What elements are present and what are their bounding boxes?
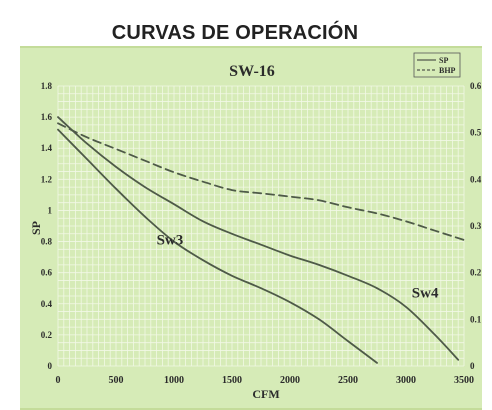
series-line-sw3	[57, 128, 378, 364]
x-tick-label: 2500	[338, 375, 358, 386]
y-axis-label: SP	[29, 221, 43, 235]
chart-heading: CURVAS DE OPERACIÓN	[111, 22, 359, 44]
series-line-bhp	[57, 122, 465, 241]
grid-lines	[57, 85, 465, 367]
y-tick-label: 0.4	[41, 299, 53, 309]
y-tick-label: 1.4	[41, 143, 53, 153]
y2-tick-label: 0.5	[470, 128, 482, 138]
y-tick-label: 1.8	[41, 81, 53, 91]
x-tick-label: 2000	[280, 375, 300, 386]
x-tick-label: 1500	[222, 375, 242, 386]
series-lines	[57, 116, 465, 364]
curve-labels: Sw3 Sw4	[157, 233, 439, 302]
y2-tick-label: 0.3	[470, 221, 482, 231]
x-tick-label: 1000	[164, 375, 184, 386]
y-tick-label: 0	[48, 361, 53, 371]
y-tick-label: 0.8	[41, 237, 53, 247]
x-tick-label: 3500	[454, 375, 474, 386]
y2-tick-label: 0	[470, 361, 475, 371]
y2-tick-label: 0.4	[470, 174, 482, 184]
legend-box	[413, 52, 461, 78]
curve-label-sw3: Sw3	[157, 233, 184, 249]
y2-tick-label: 0.1	[470, 314, 482, 324]
x-tick-label: 3000	[396, 375, 416, 386]
x-tick-label: 500	[109, 375, 124, 386]
y-tick-label: 1.2	[41, 174, 53, 184]
x-tick-label: 0	[56, 375, 61, 386]
y2-tick-label: 0.2	[470, 268, 482, 278]
series-line-sw4	[57, 116, 460, 361]
axis-ticks: 0 500 1000 1500 2000 2500 3000 3500 0 0.2 0.4 0.6 0.…	[41, 81, 482, 386]
x-axis-label: CFM	[252, 387, 279, 401]
y-tick-label: 0.2	[41, 330, 53, 340]
y2-tick-label: 0.6	[470, 81, 482, 91]
y-tick-label: 1	[48, 205, 53, 215]
legend-label-sp: SP	[439, 56, 448, 65]
curve-label-sw4: Sw4	[412, 286, 439, 302]
chart-title: SW-16	[229, 63, 275, 80]
y-tick-label: 0.6	[41, 268, 53, 278]
legend-label-bhp: BHP	[439, 66, 456, 75]
legend: SP BHP	[413, 52, 461, 78]
y-tick-label: 1.6	[41, 112, 53, 122]
